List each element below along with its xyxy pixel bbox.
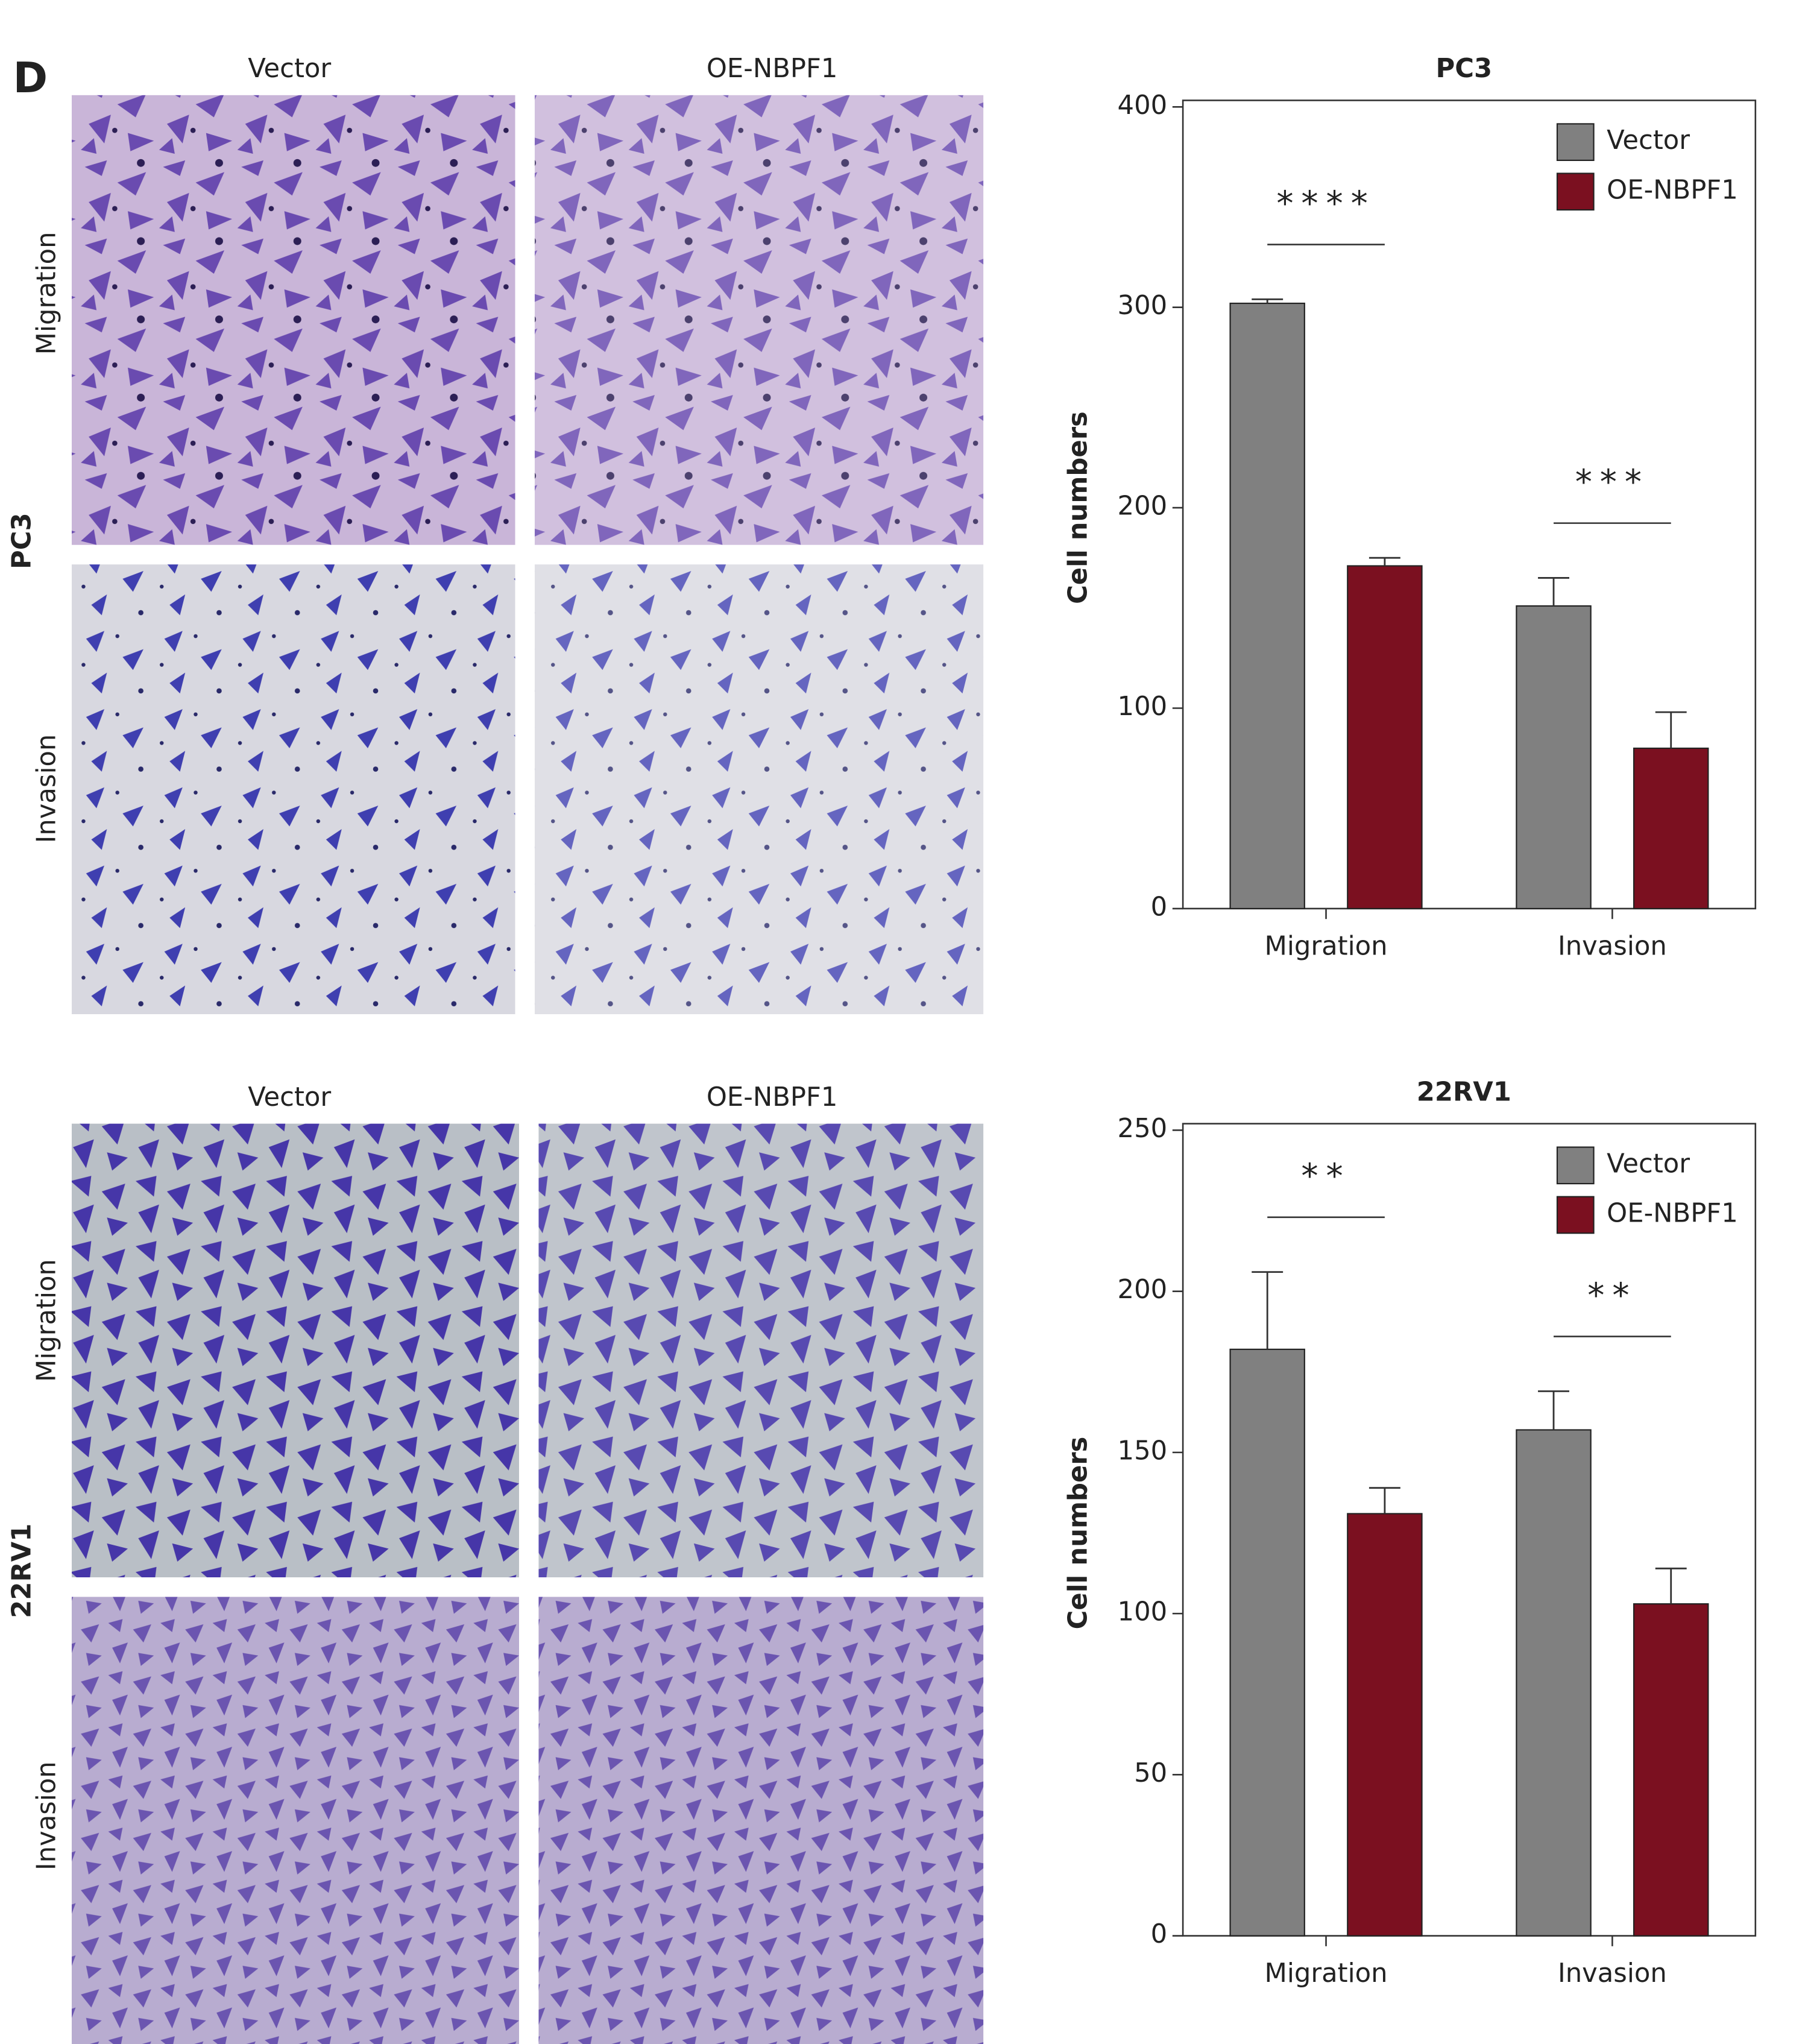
bar <box>1347 1513 1423 1937</box>
bar <box>1633 1603 1709 1937</box>
y-tick-label: 200 <box>1118 1275 1168 1305</box>
y-tick-label: 200 <box>1118 491 1168 522</box>
micrograph <box>538 1597 984 2044</box>
micrograph <box>71 1597 519 2044</box>
micrograph <box>534 95 984 545</box>
error-bar <box>1538 1390 1569 1430</box>
x-tick-label: Migration <box>1265 1958 1388 1989</box>
micrograph <box>71 95 515 545</box>
cell-line-label: PC3 <box>7 513 37 569</box>
plot-frame <box>1182 99 1757 910</box>
y-tick-label: 50 <box>1134 1758 1167 1788</box>
bar-chart: 22RV1 Cell numbers 0 50 100 150 200 250 Migratio… <box>1063 1077 1757 1989</box>
column-label: Vector <box>248 1082 331 1112</box>
row-label: Migration <box>32 232 62 355</box>
y-tick-label: 100 <box>1118 1597 1168 1627</box>
legend-label: Vector <box>1607 125 1690 156</box>
column-label: Vector <box>248 54 331 84</box>
legend-label: Vector <box>1607 1149 1690 1179</box>
error-bar <box>1252 1271 1284 1349</box>
error-bar <box>1252 298 1284 304</box>
column-label: OE-NBPF1 <box>707 54 838 84</box>
significance-label: ** <box>1587 1276 1637 1315</box>
bar <box>1229 1348 1305 1937</box>
legend-swatch <box>1556 123 1595 162</box>
chart-title: PC3 <box>1436 54 1493 84</box>
column-label: OE-NBPF1 <box>707 1082 838 1112</box>
y-tick-label: 0 <box>1151 1919 1168 1949</box>
chart-title: 22RV1 <box>1417 1077 1511 1107</box>
bar <box>1347 565 1423 909</box>
cell-line-label: 22RV1 <box>7 1524 37 1618</box>
plot-frame <box>1182 1123 1757 1937</box>
row-label: Migration <box>32 1259 62 1382</box>
x-tick-label: Migration <box>1265 931 1388 961</box>
x-tick-label: Invasion <box>1558 931 1667 961</box>
significance-label: **** <box>1276 184 1375 223</box>
x-tick-label: Invasion <box>1558 1958 1667 1989</box>
y-tick-label: 100 <box>1118 692 1168 722</box>
y-tick-label: 400 <box>1118 90 1168 121</box>
micrograph <box>534 564 984 1015</box>
error-bar <box>1538 577 1569 606</box>
micrograph <box>538 1123 984 1578</box>
significance-label: *** <box>1575 462 1649 502</box>
error-bar <box>1655 1567 1687 1604</box>
error-bar <box>1369 1487 1400 1514</box>
significance-label: ** <box>1301 1157 1350 1196</box>
bar <box>1516 1429 1592 1937</box>
y-axis-label: Cell numbers <box>1063 411 1094 604</box>
legend-swatch <box>1556 1146 1595 1185</box>
row-label: Invasion <box>32 1761 62 1870</box>
bar-chart: PC3 Cell numbers 0 100 200 300 400 Migration ***… <box>1063 54 1757 961</box>
row-label: Invasion <box>32 734 62 844</box>
bar <box>1516 605 1592 909</box>
legend-label: OE-NBPF1 <box>1607 175 1738 205</box>
panel-label: D <box>13 54 48 103</box>
y-axis-label: Cell numbers <box>1063 1437 1094 1630</box>
micrographs <box>71 95 984 2044</box>
bar <box>1633 747 1709 909</box>
error-bar <box>1655 711 1687 748</box>
bar <box>1229 302 1305 909</box>
legend-swatch <box>1556 172 1595 211</box>
y-tick-label: 250 <box>1118 1114 1168 1144</box>
y-tick-label: 0 <box>1151 892 1168 922</box>
y-tick-label: 300 <box>1118 291 1168 321</box>
y-tick-label: 150 <box>1118 1436 1168 1466</box>
error-bar <box>1369 557 1400 566</box>
legend-label: OE-NBPF1 <box>1607 1198 1738 1228</box>
micrograph <box>71 564 515 1015</box>
micrograph <box>71 1123 519 1578</box>
legend-swatch <box>1556 1196 1595 1234</box>
